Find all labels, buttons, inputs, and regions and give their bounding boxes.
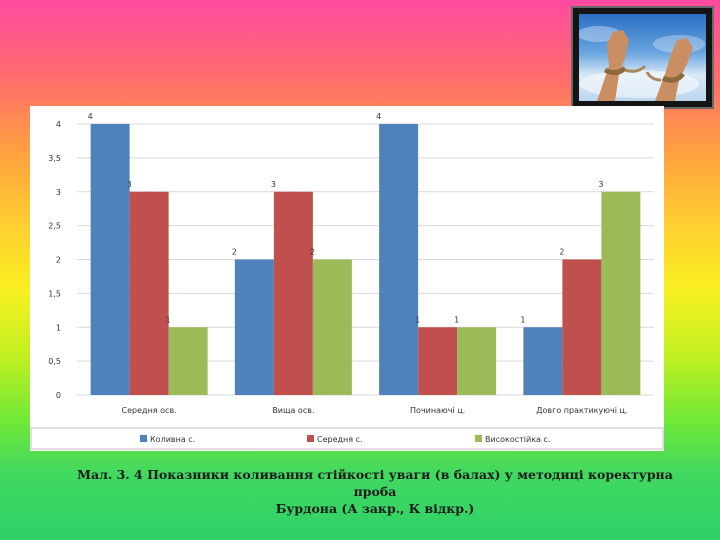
legend-label: Високостійка с.	[485, 435, 550, 444]
y-tick-label: 1	[56, 323, 61, 332]
chart-area: 0 0,5 1 1,5 2 2,5 3 3,5 4 4 3 1 2 3 2 4 1 1 1 2 3 Середня о…	[30, 106, 664, 451]
bar	[562, 259, 602, 395]
x-tick-label: Починаючі ц.	[410, 406, 465, 415]
broken-rope-hands-icon	[579, 14, 706, 101]
legend-label: Коливна с.	[150, 435, 195, 444]
bar	[312, 259, 352, 395]
x-tick-label: Середня осв.	[122, 406, 177, 415]
bar	[90, 124, 130, 395]
bar	[129, 191, 169, 395]
legend-swatch	[140, 435, 147, 442]
legend: Коливна с. Середня с. Високостійка с.	[30, 427, 664, 450]
caption-line-1: Мал. 3. 4 Показники коливання стійкості …	[77, 467, 673, 499]
bar	[457, 327, 497, 395]
data-label: 2	[232, 248, 237, 257]
photo-frame	[571, 6, 714, 109]
x-axis-ticks: Середня осв. Вища осв. Починаючі ц. Довго п…	[122, 406, 628, 415]
caption-line-2: Бурдона (А закр., К відкр.)	[275, 501, 475, 516]
bar-chart: 0 0,5 1 1,5 2 2,5 3 3,5 4 4 3 1 2 3 2 4 1 1 1 2 3 Середня о…	[30, 106, 664, 451]
y-tick-label: 2,5	[48, 222, 61, 231]
legend-swatch	[307, 435, 314, 442]
legend-label: Середня с.	[317, 435, 363, 444]
data-label: 3	[598, 180, 603, 189]
y-tick-label: 1,5	[48, 289, 61, 298]
y-tick-label: 3,5	[48, 154, 61, 163]
figure-caption: Мал. 3. 4 Показники коливання стійкості …	[60, 466, 690, 517]
y-axis-ticks: 0 0,5 1 1,5 2 2,5 3 3,5 4	[48, 120, 61, 400]
data-label: 2	[310, 248, 315, 257]
y-tick-label: 2	[56, 256, 61, 265]
y-tick-label: 0,5	[48, 357, 61, 366]
data-label: 1	[454, 315, 459, 324]
y-tick-label: 3	[56, 188, 61, 197]
y-tick-label: 4	[56, 120, 61, 129]
legend-swatch	[475, 435, 482, 442]
bar	[379, 124, 419, 395]
bar	[273, 191, 313, 395]
bar	[234, 259, 274, 395]
data-label: 4	[88, 112, 93, 121]
y-tick-label: 0	[56, 391, 61, 400]
bar	[168, 327, 208, 395]
x-tick-label: Вища осв.	[272, 406, 314, 415]
legend-box	[30, 427, 664, 450]
data-label: 2	[559, 248, 564, 257]
bar	[523, 327, 563, 395]
data-label: 1	[415, 315, 420, 324]
hands-illustration	[579, 26, 705, 101]
bars	[90, 124, 641, 395]
bar	[418, 327, 458, 395]
data-label: 3	[271, 180, 276, 189]
data-label: 4	[376, 112, 381, 121]
data-label: 1	[166, 315, 171, 324]
x-tick-label: Довго практикуючі ц.	[536, 406, 627, 415]
bar	[601, 191, 641, 395]
data-label: 3	[127, 180, 132, 189]
data-label: 1	[520, 315, 525, 324]
data-labels: 4 3 1 2 3 2 4 1 1 1 2 3	[88, 112, 604, 324]
